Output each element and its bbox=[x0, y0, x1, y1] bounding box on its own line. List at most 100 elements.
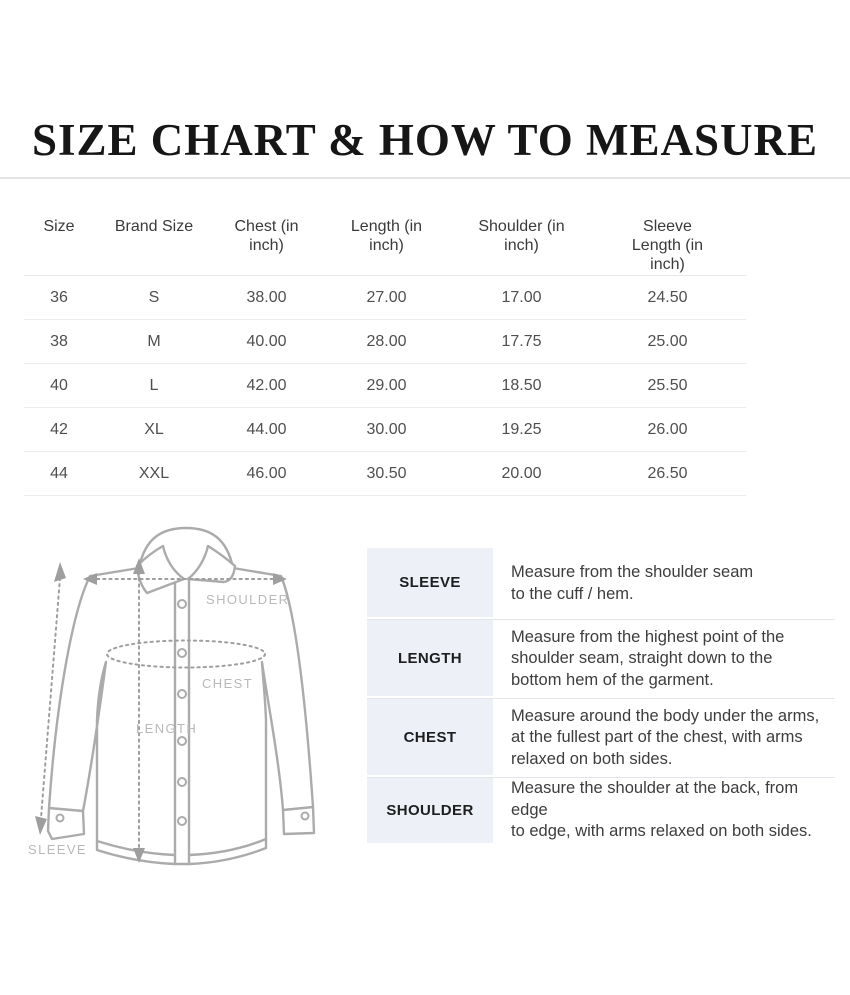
size-table: Size Brand Size Chest (in inch) Length (i… bbox=[24, 180, 746, 496]
description-line: shoulder seam, straight down to the bbox=[511, 649, 773, 668]
table-cell: 17.00 bbox=[501, 288, 542, 306]
table-cell: XL bbox=[144, 420, 164, 438]
table-cell: 44 bbox=[50, 464, 68, 482]
table-cell: 27.00 bbox=[366, 288, 407, 306]
table-cell: 38.00 bbox=[246, 288, 287, 306]
table-row: 40 L 42.00 29.00 18.50 25.50 bbox=[24, 364, 746, 408]
table-cell: 46.00 bbox=[246, 464, 287, 482]
button bbox=[177, 689, 187, 699]
measure-row-sleeve: SLEEVE Measure from the shoulder seam to… bbox=[367, 548, 835, 620]
table-cell: 17.75 bbox=[501, 332, 542, 350]
measure-label: SHOULDER bbox=[367, 778, 493, 843]
arrowhead bbox=[273, 573, 287, 585]
collar-flap-left bbox=[135, 544, 186, 595]
col-header-line: inch) bbox=[650, 256, 685, 273]
col-header-line: Length (in bbox=[631, 237, 704, 254]
page-title: SIZE CHART & HOW TO MEASURE bbox=[31, 115, 819, 165]
table-cell: 44.00 bbox=[246, 420, 287, 438]
shoulder-label: SHOULDER bbox=[206, 592, 289, 607]
measure-description: Measure from the shoulder seam to the cu… bbox=[493, 548, 835, 619]
description-line: to edge, with arms relaxed on both sides… bbox=[511, 822, 812, 840]
table-row: 38 M 40.00 28.00 17.75 25.00 bbox=[24, 320, 746, 364]
table-cell: 40.00 bbox=[246, 332, 287, 350]
collar-flap-right bbox=[186, 544, 237, 584]
arrowhead bbox=[83, 573, 97, 585]
col-header-size: Size bbox=[24, 180, 94, 275]
table-cell: L bbox=[149, 376, 159, 394]
description-line: Measure from the shoulder seam bbox=[511, 563, 754, 581]
table-cell: 24.50 bbox=[647, 288, 688, 306]
table-cell: 26.50 bbox=[647, 464, 688, 482]
cuff-seam bbox=[47, 805, 315, 813]
col-header-line: inch) bbox=[504, 237, 539, 254]
table-row: 44 XXL 46.00 30.50 20.00 26.50 bbox=[24, 452, 746, 496]
description-line: Measure the shoulder at the back, from e… bbox=[511, 779, 799, 819]
description-line: Measure from the highest point of the bbox=[511, 627, 785, 646]
col-header-line: Brand Size bbox=[114, 218, 194, 235]
cuff-button bbox=[300, 811, 310, 821]
col-header-line: inch) bbox=[249, 237, 284, 254]
hem-seam bbox=[95, 837, 268, 857]
table-cell: 40 bbox=[50, 376, 68, 394]
col-header-line: Chest (in bbox=[234, 218, 299, 235]
table-cell: XXL bbox=[138, 464, 170, 482]
col-header-line: Size bbox=[43, 218, 75, 235]
how-to-measure-table: SLEEVE Measure from the shoulder seam to… bbox=[367, 548, 835, 843]
cuff-button bbox=[55, 813, 65, 823]
shirt-illustration: SHOULDER CHEST LENGTH SLEEVE bbox=[28, 526, 316, 866]
arrowhead bbox=[35, 816, 47, 835]
button bbox=[177, 777, 187, 787]
table-cell: 25.50 bbox=[647, 376, 688, 394]
button bbox=[177, 648, 187, 658]
table-cell: 42.00 bbox=[246, 376, 287, 394]
collar-band bbox=[137, 526, 235, 570]
measure-row-chest: CHEST Measure around the body under the … bbox=[367, 699, 835, 778]
col-header-line: Length (in bbox=[350, 218, 423, 235]
col-header-line: inch) bbox=[369, 237, 404, 254]
button bbox=[177, 816, 187, 826]
measure-row-length: LENGTH Measure from the highest point of… bbox=[367, 620, 835, 699]
table-cell: 36 bbox=[50, 288, 68, 306]
measure-description: Measure from the highest point of the sh… bbox=[493, 620, 835, 698]
col-header-line: Sleeve bbox=[643, 218, 692, 235]
table-cell: 38 bbox=[50, 332, 68, 350]
sleeve-measure-line bbox=[40, 577, 61, 819]
description-line: relaxed on both sides. bbox=[511, 749, 673, 768]
placket bbox=[173, 576, 191, 866]
description-line: at the fullest part of the chest, with a… bbox=[511, 728, 803, 747]
size-table-header-row: Size Brand Size Chest (in inch) Length (i… bbox=[24, 180, 746, 276]
table-cell: 18.50 bbox=[501, 376, 542, 394]
table-cell: 26.00 bbox=[647, 420, 688, 438]
table-cell: 30.50 bbox=[366, 464, 407, 482]
measure-description: Measure the shoulder at the back, from e… bbox=[493, 778, 835, 843]
table-cell: 30.00 bbox=[366, 420, 407, 438]
table-row: 36 S 38.00 27.00 17.00 24.50 bbox=[24, 276, 746, 320]
arrowhead bbox=[133, 848, 145, 863]
table-cell: 20.00 bbox=[501, 464, 542, 482]
table-cell: S bbox=[148, 288, 160, 306]
divider bbox=[0, 177, 850, 179]
button bbox=[177, 599, 187, 609]
table-cell: 42 bbox=[50, 420, 68, 438]
table-cell: 28.00 bbox=[366, 332, 407, 350]
description-line: to the cuff / hem. bbox=[511, 584, 634, 603]
measure-label: CHEST bbox=[367, 699, 493, 777]
description-line: Measure around the body under the arms, bbox=[511, 706, 820, 725]
sleeve-label: SLEEVE bbox=[28, 842, 87, 857]
col-header-sleeve-length: Sleeve Length (in inch) bbox=[589, 180, 746, 275]
col-header-line: Shoulder (in bbox=[478, 218, 565, 235]
description-line: bottom hem of the garment. bbox=[511, 670, 714, 689]
table-cell: M bbox=[147, 332, 161, 350]
col-header-chest: Chest (in inch) bbox=[214, 180, 319, 275]
length-label: LENGTH bbox=[136, 721, 197, 736]
measure-label: SLEEVE bbox=[367, 548, 493, 619]
table-cell: 25.00 bbox=[647, 332, 688, 350]
table-cell: 29.00 bbox=[366, 376, 407, 394]
chest-measure-ellipse bbox=[106, 639, 266, 669]
arrowhead bbox=[133, 558, 145, 574]
measure-description: Measure around the body under the arms, … bbox=[493, 699, 835, 777]
measure-row-shoulder: SHOULDER Measure the shoulder at the bac… bbox=[367, 778, 835, 843]
table-row: 42 XL 44.00 30.00 19.25 26.00 bbox=[24, 408, 746, 452]
chest-label: CHEST bbox=[202, 676, 253, 691]
